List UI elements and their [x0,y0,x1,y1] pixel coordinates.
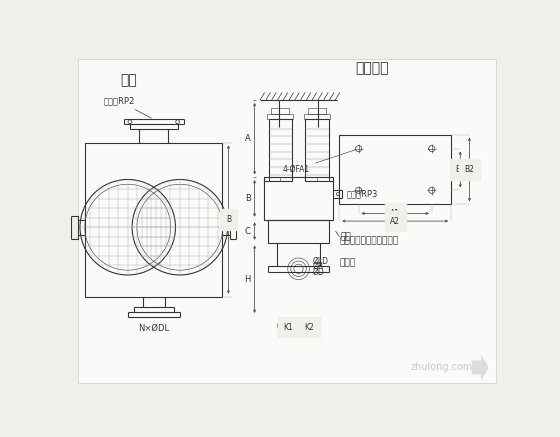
Text: 测压口RP2: 测压口RP2 [104,97,151,118]
Bar [85,142,222,297]
Text: zhulong.com: zhulong.com [410,362,473,372]
Bar [267,114,293,119]
Text: B2: B2 [465,165,474,174]
Text: N×ØDL: N×ØDL [138,324,169,333]
Polygon shape [472,354,489,381]
Text: B1: B1 [455,165,465,174]
Text: C: C [245,226,251,236]
Bar [264,177,333,219]
Bar [308,108,326,114]
Bar [339,135,451,204]
Bar [306,119,329,181]
Text: A2: A2 [390,217,400,225]
Text: A1: A1 [390,209,400,218]
Bar [268,219,329,243]
Text: H: H [244,275,251,284]
Text: B: B [226,215,231,224]
Text: ØLD: ØLD [312,257,328,266]
Text: 4-ØFA1: 4-ØFA1 [283,149,356,174]
Text: 排气口RP3: 排气口RP3 [347,190,379,199]
Text: 型号: 型号 [121,73,138,87]
Text: K1: K1 [283,323,293,332]
Text: 底板尺寸: 底板尺寸 [355,62,389,76]
Text: 隔振垫: 隔振垫 [339,258,356,267]
Text: ØR: ØR [312,262,324,271]
Text: K2: K2 [304,323,314,332]
Text: 隔振垫（隔振器）规格：: 隔振垫（隔振器）规格： [339,236,399,246]
Text: B: B [245,194,251,203]
Text: ØD: ØD [312,267,324,276]
Text: A: A [245,134,251,143]
Bar [304,114,330,119]
Bar [268,119,292,181]
Text: 底板: 底板 [341,232,352,241]
Bar [271,108,290,114]
